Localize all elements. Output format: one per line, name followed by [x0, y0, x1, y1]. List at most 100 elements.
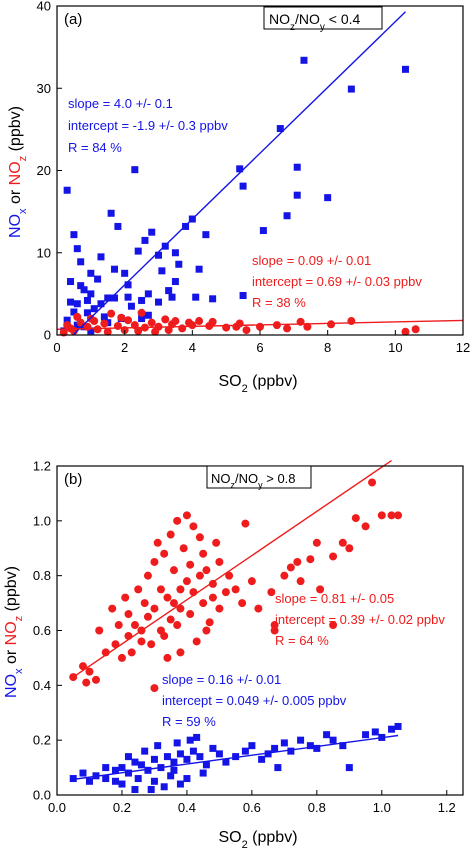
- panel-b-circle-point: [296, 577, 305, 586]
- panel-b-circle-point: [208, 593, 217, 602]
- panel-b-condition-sub1: z: [231, 480, 236, 490]
- panel-b-square-point: [154, 742, 162, 750]
- panel-b-square-point: [241, 747, 249, 755]
- panel-b-red-r: R = 64 %: [275, 633, 329, 648]
- panel-b-circle-point: [108, 604, 117, 613]
- panel-b-circle-point: [238, 599, 247, 608]
- panel-b-square-point: [183, 775, 191, 783]
- panel-a-square-point: [141, 236, 149, 244]
- panel-b-square-point: [102, 775, 110, 783]
- panel-b-circle-point: [182, 577, 191, 586]
- panel-b-square-point: [176, 750, 184, 758]
- panel-a-circle-point: [188, 321, 197, 330]
- panel-b-circle-point: [286, 563, 295, 572]
- panel-b-square-point: [131, 758, 139, 766]
- panel-b-circle-point: [163, 593, 172, 602]
- panel-b-y-tick-label: 1.2: [33, 459, 51, 474]
- panel-a-square-point: [111, 265, 119, 273]
- panel-a-x-tick-label: 8: [324, 340, 331, 355]
- panel-a-circle-point: [235, 319, 244, 328]
- panel-b-circle-point: [143, 571, 152, 580]
- panel-a-circle-point: [63, 321, 72, 330]
- panel-b-blue-r: R = 59 %: [162, 714, 216, 729]
- panel-b-circle-point: [225, 571, 234, 580]
- panel-b-x-tick-label: 1.0: [373, 800, 391, 815]
- panel-b-circle-point: [78, 662, 87, 671]
- panel-b-square-point: [124, 769, 132, 777]
- panel-b-circle-point: [368, 478, 377, 487]
- panel-a-square-point: [239, 182, 247, 190]
- panel-a-condition-sub1: z: [290, 22, 295, 33]
- panel-a-circle-point: [107, 309, 116, 318]
- panel-b-square-point: [102, 764, 110, 772]
- panel-b-square-point: [388, 725, 396, 733]
- panel-a-circle-point: [178, 324, 187, 333]
- panel-a-square-point: [94, 275, 102, 283]
- panel-b-condition-text: NO: [211, 471, 231, 486]
- panel-b-square-point: [339, 742, 347, 750]
- panel-b-square-point: [85, 777, 93, 785]
- panel-a-data-layer: [56, 11, 464, 337]
- panel-a-square-point: [87, 327, 95, 335]
- panel-b-square-point: [371, 728, 379, 736]
- panel-a-y-tick-label: 20: [37, 163, 51, 178]
- panel-b-red-intercept: intercept = 0.39 +/- 0.02 ppbv: [275, 612, 445, 627]
- panel-b-circle-point: [153, 538, 162, 547]
- panel-a-y-axis-label: NOx or NOz (ppbv): [7, 106, 29, 238]
- panel-a-condition-sub2: y: [320, 22, 325, 33]
- panel-b-circle-point: [241, 519, 250, 528]
- panel-a-circle-point: [73, 312, 82, 321]
- panel-b-fit-line-blue: [73, 734, 399, 781]
- svg-text:NOz/NOy < 0.4: NOz/NOy < 0.4: [269, 11, 361, 33]
- panel-b-square-point: [209, 744, 217, 752]
- panel-a-square-point: [168, 293, 176, 301]
- panel-b-circle-point: [137, 637, 146, 646]
- panel-b-square-point: [274, 764, 282, 772]
- panel-b-condition-mid: /NO: [235, 471, 258, 486]
- panel-a-condition-text: NO: [269, 11, 290, 27]
- panel-a-square-point: [165, 287, 173, 295]
- panel-b-square-point: [183, 755, 191, 763]
- panel-b-square-point: [222, 758, 230, 766]
- panel-a-square-point: [97, 253, 105, 261]
- panel-b-circle-point: [199, 599, 208, 608]
- panel-b-circle-point: [160, 549, 169, 558]
- panel-a-y-tick-label: 10: [37, 245, 51, 260]
- panel-b-circle-point: [267, 588, 276, 597]
- panel-b-circle-point: [134, 585, 143, 594]
- panel-b-circle-point: [202, 566, 211, 575]
- panel-a-blue-slope: slope = 4.0 +/- 0.1: [68, 96, 173, 111]
- panel-b-circle-point: [212, 538, 221, 547]
- panel-a-square-point: [276, 125, 284, 133]
- panel-b-circle-point: [387, 511, 396, 520]
- panel-b-y-tick-label: 0.2: [33, 733, 51, 748]
- panel-b-square-point: [189, 747, 197, 755]
- panel-a-x-tick-label: 2: [121, 340, 128, 355]
- panel-b-square-point: [271, 744, 279, 752]
- panel-a-blue-r: R = 84 %: [68, 140, 122, 155]
- panel-b-circle-point: [231, 585, 240, 594]
- panel-a: 0 2 4 6 8 10 12 0 10 20 30 40 (a) NOz/NOy < 0.4 slo…: [7, 0, 470, 395]
- panel-b-circle-point: [215, 604, 224, 613]
- panel-b-annotation-blue: slope = 0.16 +/- 0.01 intercept = 0.049 …: [162, 672, 347, 729]
- panel-a-annotation-red: slope = 0.09 +/- 0.01 intercept = 0.69 +…: [252, 253, 422, 310]
- panel-b-circle-point: [169, 599, 178, 608]
- panel-b-circle-point: [166, 530, 175, 539]
- panel-a-circle-point: [164, 326, 173, 335]
- panel-b-circle-point: [202, 626, 211, 635]
- panel-a-square-point: [236, 165, 244, 173]
- panel-a-square-point: [401, 65, 409, 73]
- panel-a-square-point: [144, 311, 152, 319]
- panel-a-square-point: [124, 281, 132, 289]
- panel-b-circle-point: [312, 538, 321, 547]
- panel-a-square-point: [131, 166, 139, 174]
- panel-a-y-tick-label: 0: [44, 328, 51, 343]
- panel-b-circle-point: [121, 593, 130, 602]
- panel-a-square-point: [111, 294, 119, 302]
- panel-a-ticks: 0 2 4 6 8 10 12 0 10 20 30 40: [37, 0, 471, 355]
- panel-b-square-point: [79, 769, 87, 777]
- panel-a-x-tick-label: 4: [189, 340, 196, 355]
- panel-b-square-point: [111, 766, 119, 774]
- panel-b-square-point: [167, 772, 175, 780]
